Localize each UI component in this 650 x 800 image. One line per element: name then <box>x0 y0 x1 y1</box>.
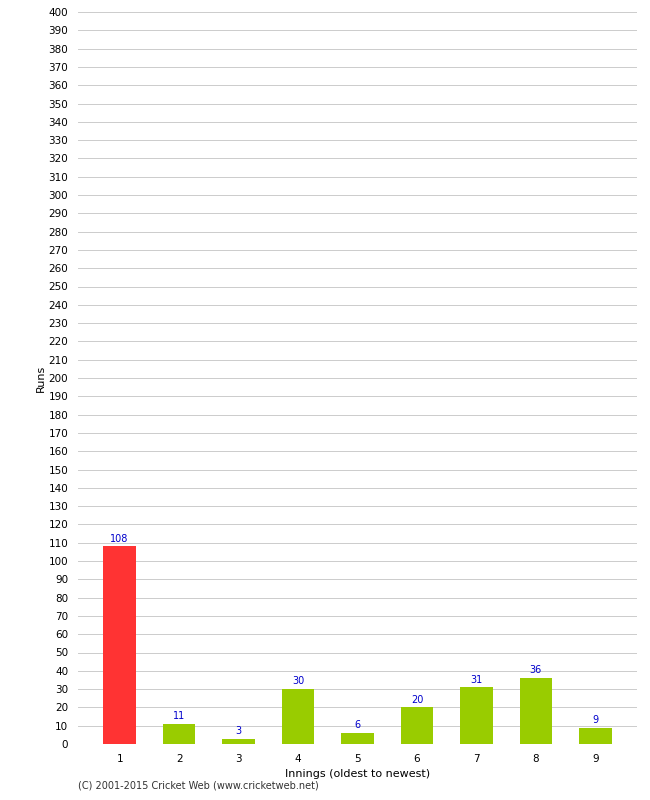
Text: 108: 108 <box>111 534 129 544</box>
Text: 31: 31 <box>471 674 482 685</box>
Bar <box>519 678 552 744</box>
Text: 11: 11 <box>173 711 185 721</box>
Bar <box>222 738 255 744</box>
X-axis label: Innings (oldest to newest): Innings (oldest to newest) <box>285 770 430 779</box>
Text: 9: 9 <box>592 714 599 725</box>
Text: 20: 20 <box>411 694 423 705</box>
Bar <box>400 707 434 744</box>
Text: 36: 36 <box>530 666 542 675</box>
Text: 6: 6 <box>354 720 361 730</box>
Bar <box>162 724 196 744</box>
Y-axis label: Runs: Runs <box>36 364 46 392</box>
Bar <box>281 689 315 744</box>
Bar <box>460 687 493 744</box>
Text: 3: 3 <box>235 726 242 736</box>
Bar <box>579 727 612 744</box>
Text: (C) 2001-2015 Cricket Web (www.cricketweb.net): (C) 2001-2015 Cricket Web (www.cricketwe… <box>78 781 318 790</box>
Bar <box>341 733 374 744</box>
Bar <box>103 546 136 744</box>
Text: 30: 30 <box>292 676 304 686</box>
